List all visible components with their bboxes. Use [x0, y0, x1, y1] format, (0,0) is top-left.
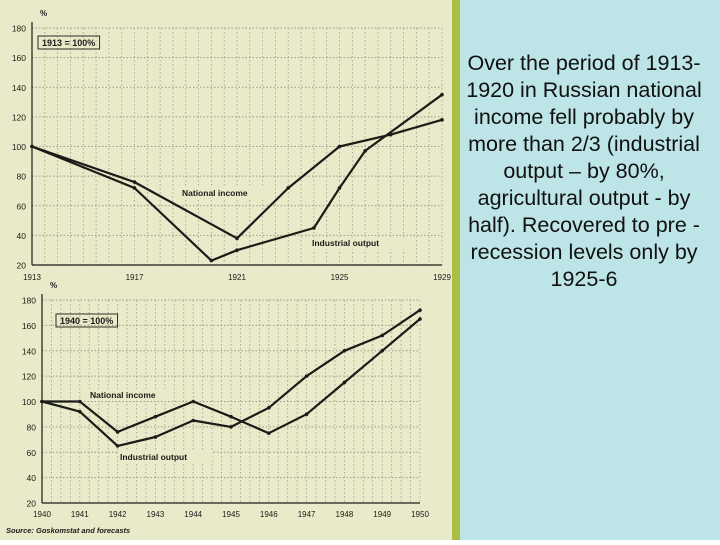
data-point: [312, 226, 316, 230]
data-point: [342, 380, 347, 385]
y-tick-label: 140: [22, 346, 36, 356]
paper-background: [0, 0, 452, 540]
series-label: Industrial output: [120, 452, 187, 462]
x-tick-label: 1950: [411, 510, 429, 519]
x-tick-label: 1929: [433, 273, 451, 282]
x-tick-label: 1940: [33, 510, 51, 519]
x-tick-label: 1948: [336, 510, 354, 519]
x-tick-label: 1942: [109, 510, 127, 519]
y-tick-label: 60: [27, 448, 37, 458]
x-tick-label: 1946: [260, 510, 278, 519]
y-tick-label: 40: [17, 231, 27, 241]
x-tick-label: 1921: [228, 273, 246, 282]
y-tick-label: 20: [17, 261, 27, 271]
base-year-annotation: 1913 = 100%: [42, 38, 95, 48]
caption-panel: Over the period of 1913-1920 in Russian …: [460, 0, 720, 540]
data-point: [304, 374, 309, 378]
data-point: [267, 406, 271, 410]
y-axis-label: %: [40, 9, 47, 18]
data-point: [153, 414, 158, 419]
data-point: [342, 348, 347, 353]
series-label-backdrop: [118, 451, 213, 463]
x-tick-label: 1941: [71, 510, 89, 519]
data-point: [115, 430, 120, 434]
data-point: [78, 409, 82, 414]
x-tick-label: 1949: [373, 510, 391, 519]
data-point: [267, 431, 271, 436]
series-label-backdrop: [310, 237, 405, 249]
data-point: [304, 412, 309, 416]
y-tick-label: 60: [17, 201, 27, 211]
x-tick-label: 1925: [331, 273, 349, 282]
data-point: [191, 418, 195, 423]
y-tick-label: 180: [12, 24, 26, 34]
data-point: [337, 186, 342, 190]
data-point: [418, 317, 422, 321]
caption-text: Over the period of 1913-1920 in Russian …: [466, 51, 702, 291]
y-tick-label: 140: [12, 83, 26, 93]
data-point: [380, 333, 385, 338]
y-tick-label: 20: [27, 499, 37, 509]
data-point: [418, 308, 422, 312]
data-point: [40, 399, 44, 404]
series-line-industrial-output: [31, 93, 443, 262]
data-point: [191, 399, 195, 404]
data-point: [229, 414, 233, 419]
y-tick-label: 180: [22, 296, 36, 306]
y-tick-label: 120: [12, 112, 26, 122]
y-tick-label: 160: [12, 53, 26, 63]
data-point: [363, 149, 367, 153]
y-tick-label: 120: [22, 372, 36, 382]
annotation-frame: [55, 313, 119, 328]
data-point: [380, 348, 385, 353]
data-point: [153, 435, 158, 439]
data-point: [78, 399, 82, 404]
data-point: [132, 180, 137, 184]
x-tick-label: 1917: [126, 273, 144, 282]
y-tick-label: 160: [22, 321, 36, 331]
x-tick-label: 1944: [184, 510, 202, 519]
series-label-backdrop: [180, 187, 264, 199]
annotation-frame: [37, 35, 101, 50]
data-point: [229, 425, 233, 429]
data-point: [115, 444, 120, 448]
x-tick-label: 1943: [147, 510, 165, 519]
y-axis-label: %: [50, 281, 57, 290]
y-tick-label: 40: [27, 473, 37, 483]
data-point: [235, 248, 239, 252]
data-point: [440, 118, 444, 122]
data-point: [440, 92, 444, 97]
series-label: Industrial output: [312, 238, 379, 248]
data-point: [30, 144, 34, 149]
x-tick-label: 1947: [298, 510, 316, 519]
y-tick-label: 100: [12, 142, 26, 152]
chart-1: 20 40 60 80 100 120 140 160 180 1913 1917 1921 1925 1…: [12, 9, 452, 282]
y-tick-label: 100: [22, 397, 36, 407]
series-label-backdrop: [88, 389, 172, 401]
y-tick-label: 80: [17, 172, 27, 182]
data-point: [235, 236, 239, 241]
chart-figure: 20 40 60 80 100 120 140 160 180 1913 1917 1921 1925 1…: [0, 0, 460, 540]
data-point: [337, 144, 342, 149]
x-tick-label: 1945: [222, 510, 240, 519]
chart-photo: 20 40 60 80 100 120 140 160 180 1913 1917 1921 1925 1…: [0, 0, 460, 540]
base-year-annotation: 1940 = 100%: [60, 316, 113, 326]
data-point: [209, 258, 214, 263]
chart-2: 20 40 60 80 100 120 140 160 180 1940 1941 1942 1943 1…: [6, 281, 429, 535]
series-label: National income: [182, 188, 248, 198]
x-tick-label: 1913: [23, 273, 41, 282]
data-point: [286, 186, 291, 190]
data-point: [132, 186, 137, 190]
source-note: Source: Goskomstat and forecasts: [6, 526, 130, 535]
y-tick-label: 80: [27, 422, 37, 432]
series-label: National income: [90, 390, 156, 400]
